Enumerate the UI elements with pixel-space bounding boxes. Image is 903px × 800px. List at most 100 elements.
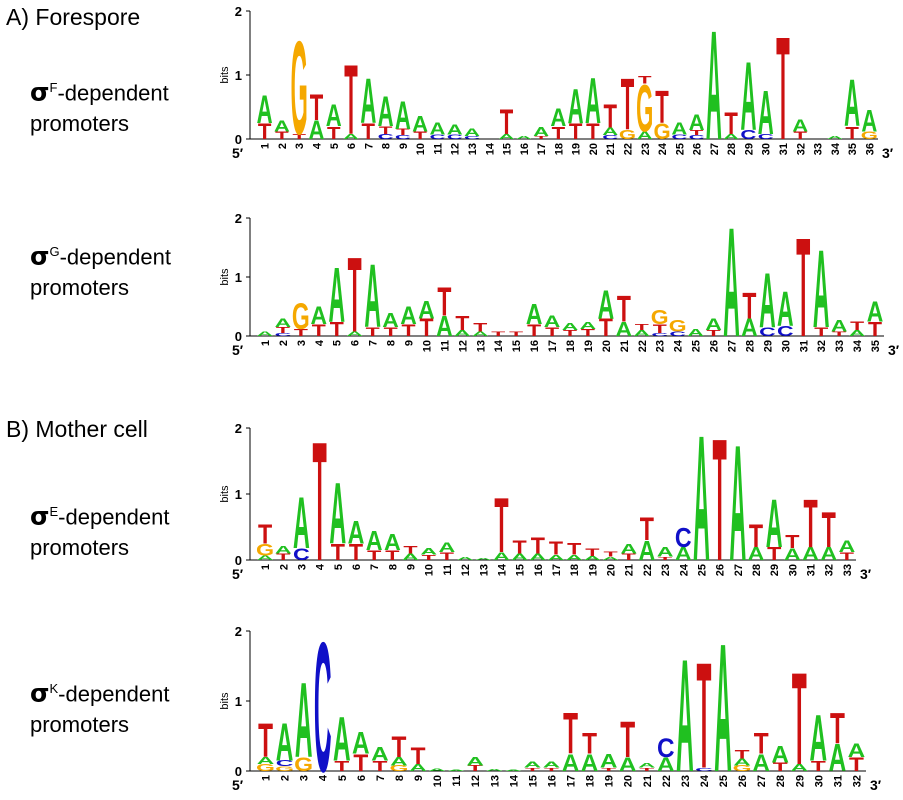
logo-letter-glyph: C [314, 604, 332, 800]
logo-letter-glyph: T [258, 714, 273, 768]
position-label: 20 [588, 143, 600, 155]
logo-letter-T: T [567, 541, 582, 559]
logo-letter-glyph: A [844, 66, 860, 141]
panel-label-sigma-e: σE-dependent promoters [30, 501, 170, 561]
position-label: 15 [511, 340, 523, 352]
position-label: 22 [661, 775, 673, 787]
position-label: 20 [606, 564, 618, 576]
logo-letter-A: A [657, 545, 674, 560]
position-label: 31 [806, 564, 818, 576]
logo-letter-glyph: C [671, 134, 687, 141]
logo-letter-T: T [635, 322, 650, 332]
position-label: 7 [368, 340, 380, 346]
logo-letter-glyph: A [409, 762, 427, 773]
logo-letter-A: A [454, 328, 471, 338]
logo-letter-T: T [658, 556, 673, 561]
logo-letter-glyph: A [382, 308, 399, 332]
position-label: 24 [657, 142, 669, 155]
logo-letter-A: A [378, 89, 394, 137]
logo-letter-T: T [582, 727, 597, 760]
logo-letter-glyph: A [600, 750, 618, 772]
logo-letter-glyph: A [827, 135, 844, 140]
logo-letter-glyph: A [418, 297, 435, 325]
three-prime-label: 3′ [870, 777, 882, 793]
position-label: 8 [394, 775, 406, 781]
logo-letter-A: A [810, 701, 828, 775]
logo-letter-A: A [562, 321, 579, 332]
logo-letter-glyph: T [635, 322, 650, 332]
logo-letter-T: T [803, 485, 817, 561]
logo-letter-glyph: T [531, 533, 545, 559]
logo-letter-glyph: T [849, 753, 864, 775]
logo-letter-glyph: T [344, 46, 357, 156]
logo-letter-T: T [276, 552, 290, 562]
logo-letter-T: T [513, 538, 527, 558]
logo-letter-glyph: T [384, 325, 399, 339]
logo-letter-glyph: T [468, 764, 483, 773]
logo-letter-G: G [292, 295, 310, 337]
position-label: 27 [726, 340, 738, 352]
logo-letter-G: G [861, 129, 878, 141]
position-label: 5 [332, 340, 344, 346]
logo-letter-A: A [619, 753, 637, 775]
position-label: 21 [605, 143, 617, 155]
logo-letter-A: A [505, 769, 523, 771]
position-label: 26 [715, 564, 727, 576]
logo-letter-glyph: T [620, 712, 635, 768]
logo-letter-T: T [294, 327, 308, 338]
logo-letter-C: C [447, 134, 463, 141]
logo-letter-A: A [485, 768, 503, 771]
section-title-mother-cell: B) Mother cell [6, 416, 148, 442]
position-label: 16 [519, 143, 531, 155]
logo-letter-glyph: A [758, 78, 774, 147]
logo-letter-A: A [790, 762, 808, 773]
logo-letter-glyph: A [689, 110, 705, 135]
position-label: 33 [842, 564, 854, 576]
logo-letter-A: A [390, 756, 408, 769]
y-tick-label: 0 [235, 764, 242, 779]
logo-letter-A: A [308, 116, 324, 145]
logo-letter-glyph: A [829, 736, 847, 779]
logo-letter-A: A [276, 712, 294, 772]
logo-letter-glyph: T [473, 320, 488, 334]
logo-letter-A: A [562, 750, 580, 777]
position-label: 14 [493, 339, 505, 352]
logo-letter-glyph: A [472, 330, 489, 337]
logo-letter-A: A [584, 555, 601, 561]
logo-letter-glyph: G [653, 119, 670, 144]
logo-letter-glyph: A [352, 726, 370, 761]
logo-letter-A: A [516, 135, 533, 140]
logo-letter-glyph: A [705, 316, 722, 334]
logo-letter-A: A [581, 750, 599, 777]
logo-letter-A: A [466, 756, 484, 769]
logo-letter-A: A [723, 195, 740, 370]
logo-letter-glyph: A [638, 761, 656, 769]
logo-letter-A: A [671, 119, 687, 139]
position-label: 13 [478, 564, 490, 576]
logo-letter-glyph: T [749, 518, 763, 554]
logo-letter-glyph: A [740, 42, 756, 151]
logo-letter-glyph: T [840, 550, 854, 562]
logo-letter-glyph: T [581, 327, 595, 338]
logo-letter-glyph: G [275, 765, 294, 773]
logo-letter-glyph: G [669, 317, 687, 335]
logo-letter-glyph: T [655, 81, 668, 133]
position-label: 35 [870, 340, 882, 352]
position-label: 32 [851, 775, 863, 787]
logo-letter-A: A [371, 743, 389, 765]
logo-letter-glyph: T [603, 98, 617, 136]
logo-letter-glyph: T [258, 119, 272, 144]
logo-letter-T: T [785, 532, 799, 552]
logo-letter-T: T [638, 73, 652, 85]
logo-letter-glyph: A [671, 119, 687, 139]
logo-letter-C: C [378, 133, 394, 141]
logo-letter-T: T [379, 124, 393, 136]
logo-letter-A: A [439, 541, 456, 556]
five-prime-label: 5′ [232, 145, 244, 161]
position-label: 4 [314, 339, 326, 346]
position-label: 7 [363, 143, 375, 149]
logo-letter-C: C [759, 325, 776, 339]
logo-letter-C: C [395, 134, 411, 140]
logo-letter-A: A [602, 125, 619, 137]
logo-letter-T: T [563, 703, 578, 767]
